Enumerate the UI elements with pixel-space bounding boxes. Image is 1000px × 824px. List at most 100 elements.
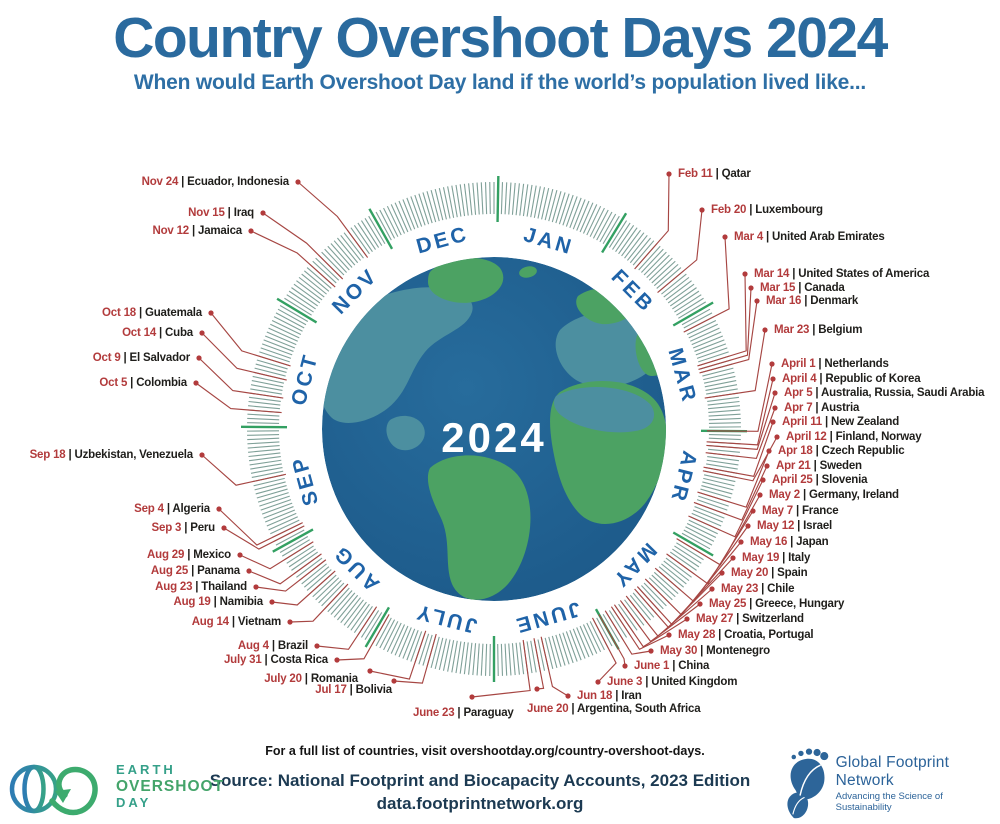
country-label: Sep 3 | Peru	[152, 522, 216, 534]
month-start-tick	[672, 301, 714, 327]
day-tick	[324, 248, 348, 273]
day-tick	[286, 545, 314, 564]
day-tick	[691, 331, 722, 346]
month-label-mar: MAR	[663, 346, 701, 407]
earth-overshoot-day-logo: EARTH OVERSHOOT DAY	[8, 753, 224, 821]
connector-dot	[595, 679, 601, 685]
day-tick	[455, 641, 462, 674]
month-label-apr: APR	[666, 448, 701, 505]
connector-line	[697, 450, 770, 508]
day-tick	[708, 433, 741, 436]
day-tick	[663, 276, 690, 298]
connector-dot	[764, 463, 770, 469]
day-tick	[386, 622, 402, 653]
month-label-oct: OCT	[287, 350, 323, 407]
connector-line	[393, 633, 437, 684]
connector-dot	[770, 419, 776, 425]
day-tick	[438, 188, 447, 220]
day-tick	[321, 251, 345, 276]
day-tick	[688, 519, 718, 535]
day-tick	[558, 633, 570, 665]
day-tick	[279, 305, 309, 322]
day-tick	[402, 628, 416, 659]
connector-line	[705, 407, 776, 460]
connector-line	[610, 606, 670, 651]
day-tick	[383, 207, 399, 237]
day-tick	[260, 499, 292, 511]
day-tick	[703, 474, 736, 483]
day-tick	[694, 506, 725, 519]
day-tick	[562, 194, 574, 226]
month-start-tick	[601, 212, 628, 254]
day-tick	[674, 545, 702, 564]
day-tick	[602, 215, 620, 245]
day-tick	[254, 481, 286, 491]
day-tick	[656, 267, 682, 289]
month-label-june: JUNE	[511, 597, 583, 638]
day-tick	[508, 643, 512, 676]
day-tick	[624, 232, 645, 259]
country-label: Aug 19 | Namibia	[173, 596, 263, 608]
day-tick	[692, 509, 724, 523]
gfn-tagline: Advancing the Science of Sustainability	[835, 790, 943, 813]
day-tick	[676, 542, 704, 561]
day-tick	[248, 452, 281, 458]
day-tick	[398, 627, 412, 658]
day-tick	[700, 488, 732, 499]
connector-dot	[774, 434, 780, 440]
country-label: June 3 | United Kingdom	[607, 676, 737, 688]
day-tick	[286, 294, 314, 313]
country-label: June 23 | Paraguay	[413, 707, 514, 719]
country-label: May 12 | Israel	[757, 520, 832, 532]
day-tick	[390, 624, 406, 654]
connector-dot	[730, 555, 736, 561]
day-tick	[676, 297, 704, 316]
country-label: Feb 20 | Luxembourg	[711, 204, 823, 216]
connector-dot	[314, 643, 320, 649]
day-tick	[618, 227, 638, 255]
connector-dot	[622, 663, 628, 669]
day-tick	[247, 437, 280, 441]
connector-line	[289, 583, 349, 623]
day-tick	[703, 477, 735, 487]
day-tick	[255, 363, 287, 373]
day-tick	[589, 207, 605, 237]
country-label: Aug 25 | Panama	[151, 565, 241, 577]
day-tick	[615, 224, 635, 252]
connector-line	[239, 541, 314, 570]
day-tick	[515, 642, 520, 675]
connector-dot	[334, 657, 340, 663]
day-tick	[526, 641, 533, 674]
day-tick	[640, 585, 664, 610]
day-tick	[277, 308, 307, 326]
day-tick	[555, 634, 566, 666]
day-tick	[685, 526, 715, 542]
day-tick	[321, 582, 345, 607]
day-tick	[251, 470, 284, 478]
day-tick	[690, 327, 720, 342]
country-label: Aug 23 | Thailand	[155, 581, 247, 593]
day-tick	[459, 641, 466, 674]
day-tick	[353, 224, 373, 252]
connector-line	[706, 392, 776, 450]
day-tick	[364, 218, 383, 246]
global-footprint-network-logo: Global Footprint Network Advancing the S…	[783, 744, 1000, 822]
day-tick	[708, 409, 741, 413]
day-tick	[484, 643, 488, 676]
gfn-wordmark: Global Footprint Network Advancing the S…	[836, 754, 1000, 813]
day-tick	[268, 516, 298, 531]
connector-line	[271, 570, 336, 606]
day-tick	[694, 339, 725, 352]
day-tick	[681, 532, 711, 550]
day-tick	[468, 183, 473, 216]
day-tick	[270, 519, 300, 535]
country-label: Oct 14 | Cuba	[122, 327, 194, 339]
day-tick	[406, 197, 419, 229]
day-tick	[247, 433, 280, 436]
day-tick	[582, 204, 598, 234]
day-tick	[686, 522, 717, 539]
country-label: May 20 | Spain	[731, 567, 808, 579]
day-tick	[264, 509, 296, 523]
day-tick	[375, 211, 392, 241]
connector-line	[223, 525, 305, 550]
